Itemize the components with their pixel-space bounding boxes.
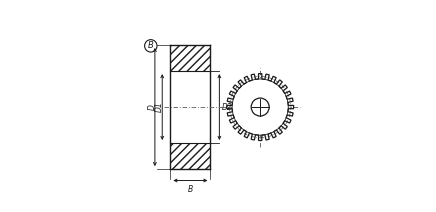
Circle shape [251, 98, 269, 116]
Text: D: D [147, 104, 157, 110]
Text: D1: D1 [155, 102, 164, 112]
Text: D2: D2 [221, 103, 232, 112]
Polygon shape [170, 143, 211, 169]
Polygon shape [170, 71, 211, 143]
Text: B: B [148, 41, 153, 50]
Text: B: B [188, 185, 193, 194]
Circle shape [232, 79, 288, 135]
Polygon shape [170, 45, 211, 71]
